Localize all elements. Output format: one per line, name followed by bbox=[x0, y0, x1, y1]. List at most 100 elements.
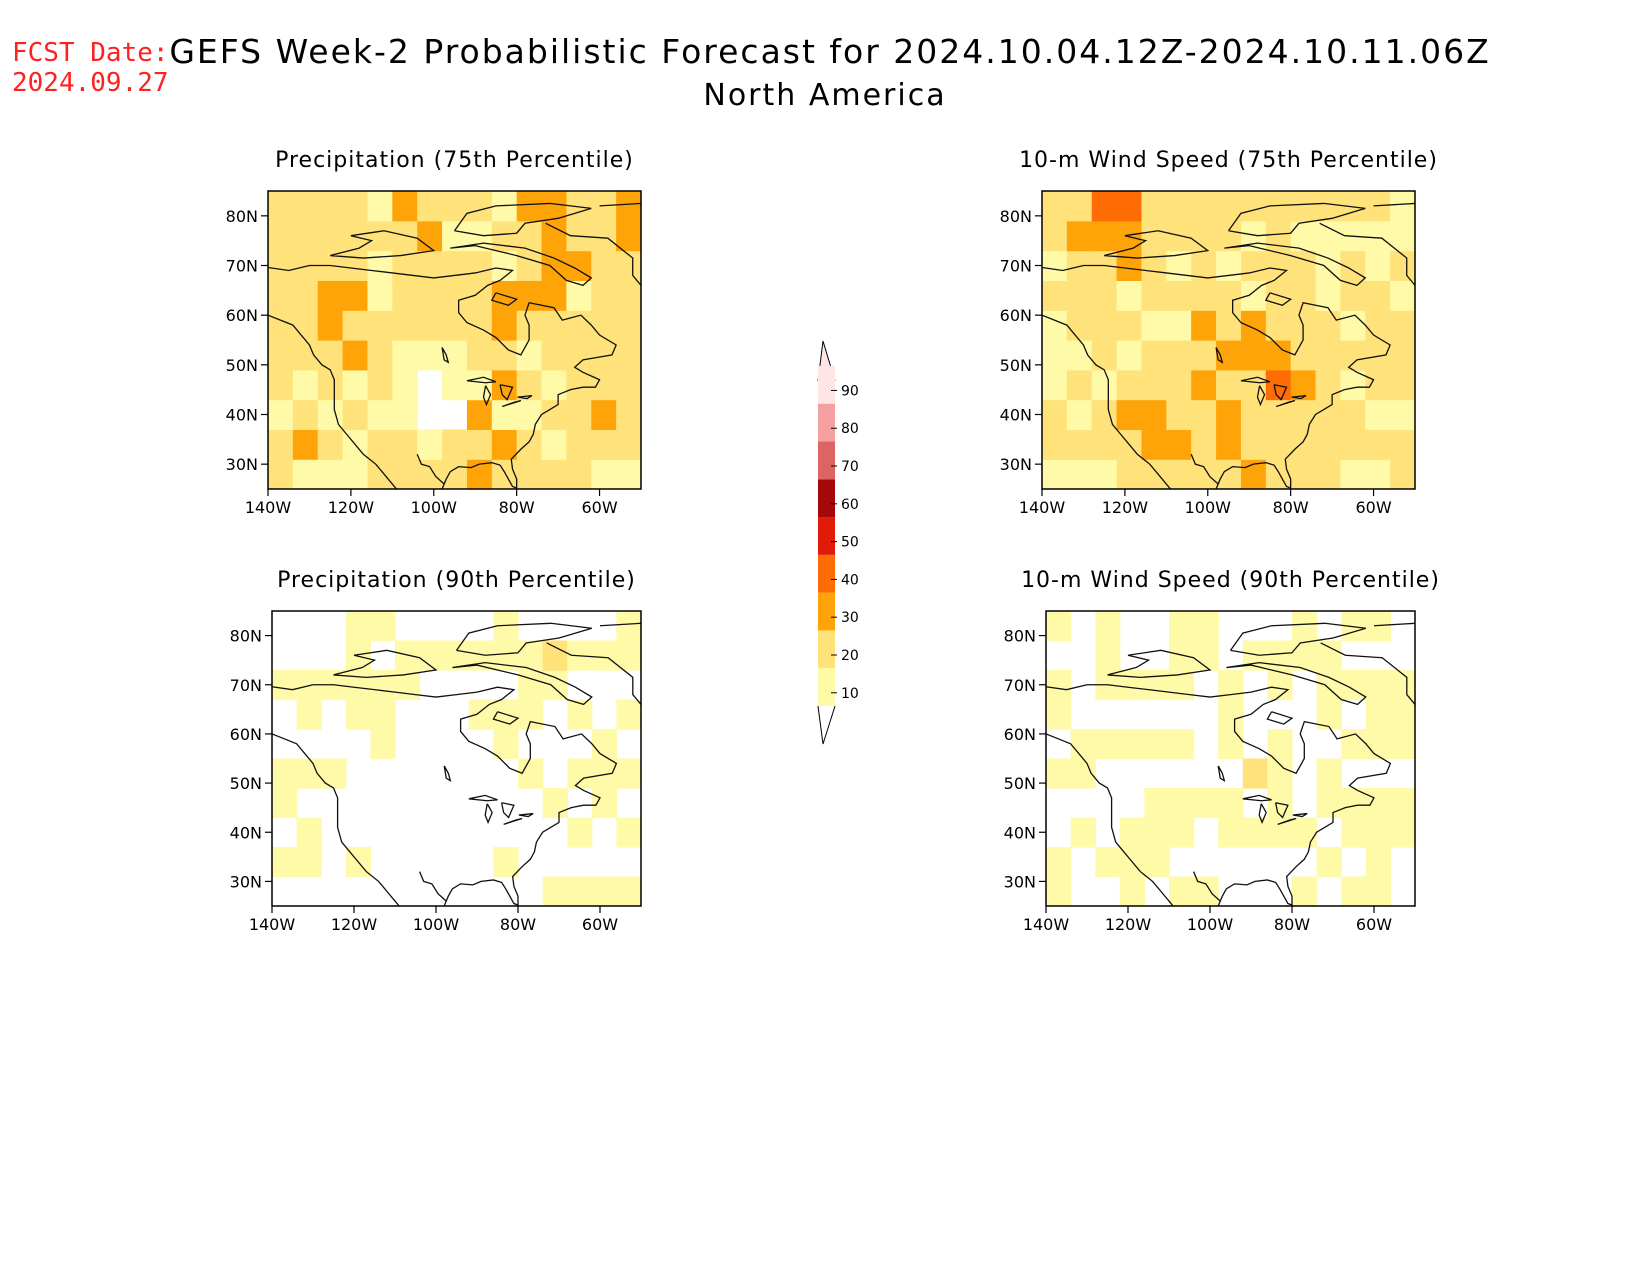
probability-cell bbox=[317, 220, 344, 252]
coastline bbox=[272, 622, 641, 906]
y-tick-label: 80N bbox=[1004, 627, 1036, 646]
coastline-segment bbox=[450, 242, 593, 287]
x-tick-label: 120W bbox=[1102, 498, 1149, 517]
y-tick-label: 80N bbox=[226, 207, 258, 226]
probability-cell bbox=[1091, 191, 1118, 222]
probability-cell bbox=[268, 250, 294, 281]
probability-cell bbox=[1365, 817, 1391, 848]
probability-cell bbox=[392, 459, 418, 489]
probability-cell bbox=[1046, 670, 1072, 701]
coastline-segment bbox=[1240, 376, 1271, 384]
probability-field bbox=[1042, 191, 1415, 489]
coastline-segment bbox=[1292, 812, 1308, 818]
coastline-segment bbox=[1046, 733, 1174, 906]
probability-cell bbox=[1166, 340, 1192, 371]
probability-cell bbox=[591, 280, 617, 311]
probability-cell bbox=[367, 310, 393, 341]
probability-cell bbox=[1290, 280, 1317, 311]
coastline-segment bbox=[1229, 622, 1366, 656]
probability-cell bbox=[491, 399, 518, 430]
probability-cell bbox=[1042, 280, 1068, 311]
probability-cell bbox=[292, 220, 319, 252]
probability-cell bbox=[1365, 847, 1391, 878]
probability-cell bbox=[566, 340, 592, 371]
probability-cell bbox=[1169, 788, 1195, 819]
coastline-segment bbox=[1373, 202, 1415, 207]
probability-cell bbox=[616, 250, 641, 281]
probability-cell bbox=[1046, 847, 1072, 878]
probability-cell bbox=[272, 758, 298, 789]
coastline-segment bbox=[330, 230, 436, 259]
probability-cell bbox=[367, 429, 393, 460]
probability-cell bbox=[1091, 369, 1118, 401]
probability-cell bbox=[516, 220, 543, 252]
y-tick-label: 40N bbox=[230, 823, 262, 842]
probability-cell bbox=[317, 340, 344, 371]
coastline-segment bbox=[468, 794, 498, 802]
probability-cell bbox=[317, 280, 344, 311]
probability-cell bbox=[541, 340, 567, 371]
probability-cell bbox=[317, 310, 344, 341]
probability-cell bbox=[1066, 220, 1093, 252]
probability-cell bbox=[292, 429, 319, 460]
probability-cell bbox=[1042, 310, 1068, 341]
probability-cell bbox=[342, 280, 369, 311]
probability-cell bbox=[1042, 340, 1068, 371]
x-tick-label: 120W bbox=[328, 498, 375, 517]
probability-cell bbox=[591, 250, 617, 281]
probability-cell bbox=[566, 310, 592, 341]
probability-cell bbox=[1365, 250, 1391, 281]
x-tick-label: 80W bbox=[1274, 915, 1310, 934]
probability-cell bbox=[616, 369, 641, 401]
probability-cell bbox=[1390, 699, 1415, 730]
probability-cell bbox=[317, 369, 344, 401]
probability-cell bbox=[516, 369, 543, 401]
probability-cell bbox=[1365, 729, 1391, 760]
probability-cell bbox=[591, 429, 617, 460]
y-tick-label: 30N bbox=[1000, 455, 1032, 474]
probability-cell bbox=[491, 250, 518, 281]
colorbar-label: 90 bbox=[841, 383, 859, 399]
probability-cell bbox=[1365, 280, 1391, 311]
probability-cell bbox=[1218, 817, 1244, 848]
coastline bbox=[1046, 622, 1415, 906]
probability-cell bbox=[1191, 429, 1217, 460]
probability-cell bbox=[1216, 459, 1242, 489]
probability-cell bbox=[1166, 459, 1192, 489]
probability-cell bbox=[417, 280, 443, 311]
probability-cell bbox=[466, 310, 493, 341]
probability-cell bbox=[268, 459, 294, 489]
probability-cell bbox=[1390, 459, 1415, 489]
coastline-segment bbox=[419, 871, 447, 902]
coastline-segment bbox=[1273, 384, 1288, 401]
map-frame bbox=[271, 610, 642, 907]
probability-cell bbox=[616, 640, 641, 671]
probability-cell bbox=[1340, 310, 1366, 341]
probability-cell bbox=[1116, 399, 1143, 430]
coastline-segment bbox=[1107, 649, 1212, 679]
probability-cell bbox=[541, 369, 567, 401]
probability-cell bbox=[1193, 611, 1219, 642]
probability-cell bbox=[392, 340, 418, 371]
probability-cell bbox=[1240, 310, 1267, 341]
probability-cell bbox=[1141, 429, 1167, 460]
probability-cell bbox=[591, 876, 617, 906]
probability-cell bbox=[317, 191, 344, 222]
probability-cell bbox=[1315, 220, 1341, 252]
probability-cell bbox=[466, 191, 493, 222]
probability-cell bbox=[466, 429, 493, 460]
probability-cell bbox=[1141, 280, 1167, 311]
probability-cell bbox=[268, 280, 294, 311]
probability-cell bbox=[342, 369, 369, 401]
probability-cell bbox=[1340, 459, 1366, 489]
coastline-segment bbox=[1042, 314, 1171, 489]
probability-cell bbox=[1193, 640, 1219, 671]
probability-cell bbox=[591, 758, 617, 789]
probability-cell bbox=[1066, 459, 1093, 489]
coastline-segment bbox=[499, 384, 514, 401]
probability-cell bbox=[1340, 340, 1366, 371]
probability-cell bbox=[1390, 191, 1415, 222]
colorbar-swatch bbox=[818, 517, 835, 555]
coastline-segment bbox=[482, 385, 492, 407]
